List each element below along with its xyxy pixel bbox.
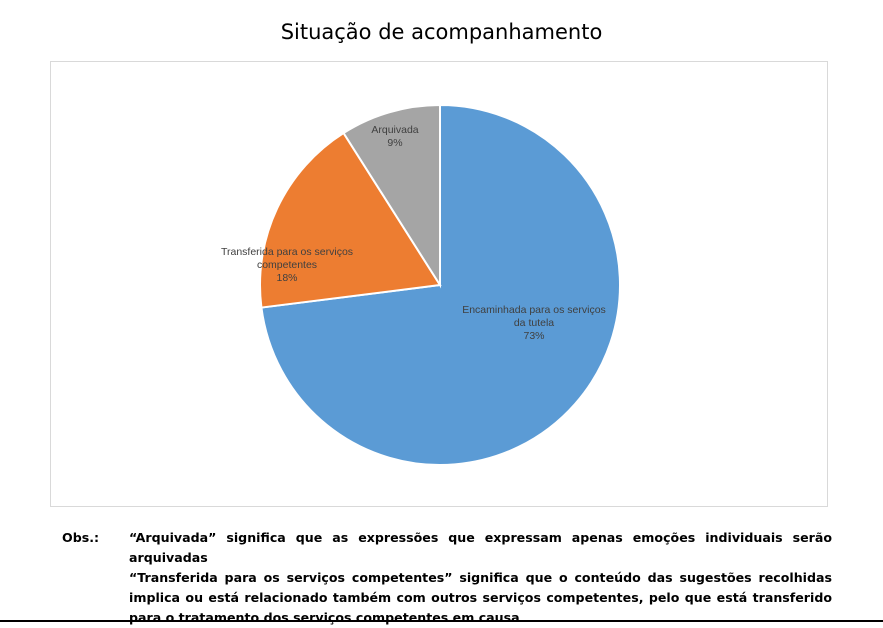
note-prefix: Obs.:	[62, 530, 100, 545]
slice-label-1: Transferida para os serviços	[221, 246, 353, 258]
slice-percent-label-1: 18%	[276, 272, 297, 284]
note-line-transferida: “Transferida para os serviços competente…	[129, 570, 832, 625]
chart-title: Situação de acompanhamento	[280, 20, 603, 44]
chart-area: Encaminhada para os serviços da tutela 73%…	[50, 61, 828, 507]
bottom-rule	[0, 620, 883, 622]
slice-percent-label-0: 73%	[523, 330, 544, 342]
pie-slice-2	[342, 103, 441, 289]
pie-slice-1	[259, 131, 442, 309]
observation-note: Obs.: “Arquivada” significa que as expre…	[62, 528, 832, 628]
note-line-arquivada: “Arquivada” significa que as expressões …	[129, 530, 832, 565]
slice-label-1: competentes	[257, 259, 317, 271]
slice-percent-label-2: 9%	[387, 137, 402, 149]
slice-label-0: Encaminhada para os serviços	[462, 304, 606, 316]
slice-label-0: da tutela	[514, 317, 554, 329]
slice-label-2: Arquivada	[371, 124, 418, 136]
